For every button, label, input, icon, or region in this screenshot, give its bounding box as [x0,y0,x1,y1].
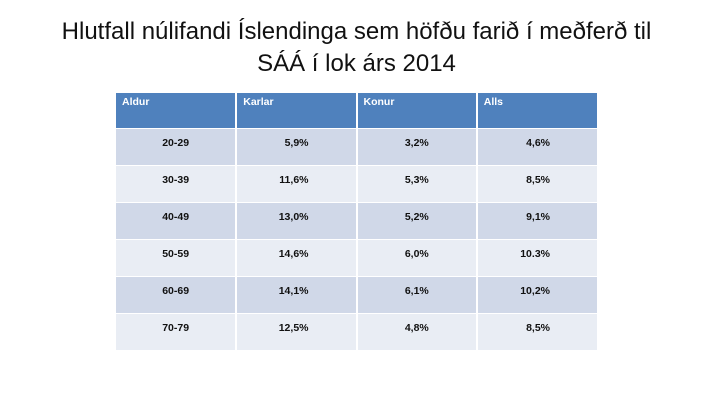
cell-alls: 4,6% [476,127,597,165]
table-row: 20-29 5,9% 3,2% 4,6% [116,127,597,165]
header-aldur: Aldur [116,93,238,128]
header-konur: Konur [356,93,478,128]
title-line-2: SÁÁ í lok árs 2014 [257,50,456,77]
cell-alls: 10.3% [476,238,597,276]
cell-karlar: 14,1% [236,275,358,313]
header-karlar: Karlar [236,93,358,128]
cell-karlar: 12,5% [236,312,358,350]
cell-alls: 9,1% [476,201,597,239]
cell-age: 40-49 [116,201,238,239]
cell-age: 70-79 [116,312,238,350]
cell-konur: 5,2% [356,201,478,239]
table-row: 40-49 13,0% 5,2% 9,1% [116,201,597,239]
cell-konur: 5,3% [356,164,478,202]
cell-alls: 10,2% [476,275,597,313]
cell-alls: 8,5% [476,164,597,202]
cell-age: 60-69 [116,275,238,313]
cell-age: 30-39 [116,164,238,202]
cell-konur: 6,0% [356,238,478,276]
slide-title: Hlutfall núlifandi Íslendinga sem höfðu … [20,16,693,80]
table-row: 60-69 14,1% 6,1% 10,2% [116,275,597,313]
cell-karlar: 5,9% [236,127,358,165]
cell-konur: 6,1% [356,275,478,313]
table-row: 30-39 11,6% 5,3% 8,5% [116,164,597,202]
cell-karlar: 14,6% [236,238,358,276]
cell-alls: 8,5% [476,312,597,350]
table-row: 50-59 14,6% 6,0% 10.3% [116,238,597,276]
title-line-1: Hlutfall núlifandi Íslendinga sem höfðu … [61,18,652,45]
table-header-row: Aldur Karlar Konur Alls [116,93,597,128]
cell-age: 20-29 [116,127,238,165]
data-table: Aldur Karlar Konur Alls 20-29 5,9% 3,2% … [116,93,597,350]
cell-konur: 4,8% [356,312,478,350]
table-row: 70-79 12,5% 4,8% 8,5% [116,312,597,350]
header-alls: Alls [476,93,597,128]
cell-karlar: 11,6% [236,164,358,202]
cell-konur: 3,2% [356,127,478,165]
cell-age: 50-59 [116,238,238,276]
cell-karlar: 13,0% [236,201,358,239]
